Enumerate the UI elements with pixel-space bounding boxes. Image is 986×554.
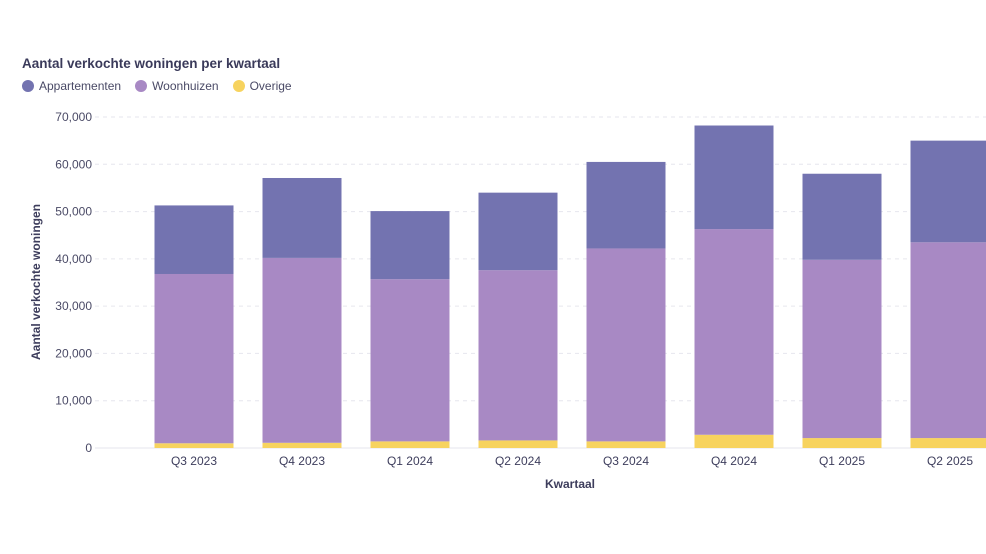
chart-legend: Appartementen Woonhuizen Overige — [22, 79, 292, 93]
bar-segment-overige[interactable] — [802, 438, 882, 448]
x-axis-ticks: Q3 2023 Q4 2023 Q1 2024 Q2 2024 Q3 2024 Q4 20… — [171, 454, 973, 468]
legend-swatch-woonhuizen — [135, 80, 148, 92]
x-tick-label: Q4 2023 — [279, 454, 325, 468]
x-tick-label: Q4 2024 — [711, 454, 757, 468]
x-tick-label: Q2 2025 — [927, 454, 973, 468]
y-tick-label: 10,000 — [55, 394, 92, 408]
bar-segment-appartementen[interactable] — [910, 140, 986, 243]
bar-segment-appartementen[interactable] — [694, 125, 774, 230]
bars — [154, 125, 986, 448]
legend-swatch-overige — [232, 80, 245, 92]
x-tick-label: Q3 2024 — [603, 454, 649, 468]
x-tick-label: Q2 2024 — [495, 454, 541, 468]
bar-segment-overige[interactable] — [694, 434, 774, 448]
bar-segment-woonhuizen[interactable] — [478, 270, 558, 441]
y-tick-label: 50,000 — [55, 205, 92, 219]
bar-segment-overige[interactable] — [370, 441, 450, 448]
bar-segment-appartementen[interactable] — [154, 205, 234, 274]
x-tick-label: Q3 2023 — [171, 454, 217, 468]
bar-segment-overige[interactable] — [154, 443, 234, 448]
y-tick-label: 60,000 — [55, 157, 92, 171]
y-tick-label: 20,000 — [55, 346, 92, 360]
legend-swatch-appartementen — [22, 80, 34, 92]
legend-label-overige: Overige — [249, 79, 292, 93]
legend-item-woonhuizen[interactable]: Woonhuizen — [135, 79, 219, 93]
legend-label-appartementen: Appartementen — [39, 79, 122, 93]
bar-segment-woonhuizen[interactable] — [586, 248, 666, 442]
bar-segment-appartementen[interactable] — [262, 177, 342, 258]
y-tick-label: 0 — [85, 441, 92, 455]
y-tick-label: 30,000 — [55, 299, 92, 313]
x-tick-label: Q1 2024 — [387, 454, 433, 468]
legend-item-appartementen[interactable]: Appartementen — [22, 79, 121, 93]
bar-segment-appartementen[interactable] — [586, 161, 666, 249]
legend-item-overige[interactable]: Overige — [232, 79, 292, 93]
legend-label-woonhuizen: Woonhuizen — [152, 79, 219, 93]
bar-segment-woonhuizen[interactable] — [154, 273, 234, 444]
y-axis-label: Aantal verkochte woningen — [29, 204, 43, 360]
bar-segment-appartementen[interactable] — [370, 211, 450, 280]
bar-segment-woonhuizen[interactable] — [262, 257, 342, 443]
y-axis-ticks: 0 10,000 20,000 30,000 40,000 50,000 60,000 70,… — [55, 110, 92, 455]
bar-segment-appartementen[interactable] — [478, 192, 558, 271]
bar-segment-overige[interactable] — [586, 441, 666, 448]
bar-segment-overige[interactable] — [478, 440, 558, 448]
bar-segment-woonhuizen[interactable] — [910, 242, 986, 439]
x-axis-label: Kwartaal — [545, 477, 595, 491]
bar-segment-woonhuizen[interactable] — [694, 229, 774, 435]
chart-title: Aantal verkochte woningen per kwartaal — [22, 56, 281, 71]
y-tick-label: 40,000 — [55, 252, 92, 266]
bar-segment-overige[interactable] — [910, 438, 986, 448]
y-tick-label: 70,000 — [55, 110, 92, 124]
x-tick-label: Q1 2025 — [819, 454, 865, 468]
bar-segment-woonhuizen[interactable] — [370, 279, 450, 442]
bar-segment-appartementen[interactable] — [802, 173, 882, 260]
bar-segment-woonhuizen[interactable] — [802, 259, 882, 439]
bar-segment-overige[interactable] — [262, 442, 342, 448]
